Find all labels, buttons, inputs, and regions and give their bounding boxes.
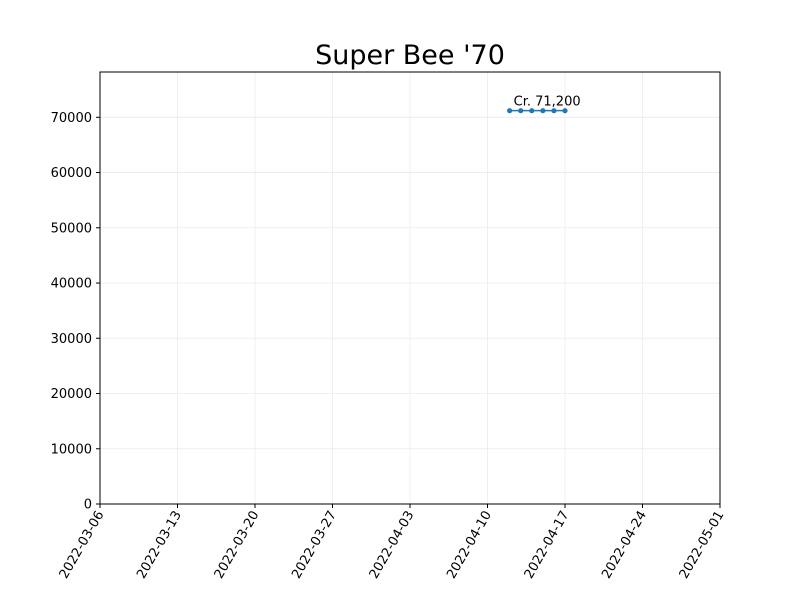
x-tick-label: 2022-04-24 (599, 509, 650, 582)
y-tick-label: 30000 (51, 332, 92, 347)
data-point (518, 108, 524, 114)
data-label: Cr. 71,200 (514, 95, 581, 110)
x-tick-label: 2022-04-03 (367, 509, 418, 582)
x-tick-label: 2022-04-17 (522, 509, 573, 582)
annotation-layer: Cr. 71,200 (514, 95, 581, 110)
axes: 0 10000 20000 30000 40000 50000 60000 70000 2022… (51, 71, 728, 582)
data-point (562, 108, 568, 114)
y-tick-label: 50000 (51, 221, 92, 236)
y-tick-label: 0 (84, 498, 92, 513)
data-point (529, 108, 535, 114)
data-point (507, 108, 513, 114)
chart-title: Super Bee '70 (315, 40, 505, 71)
x-tick-label: 2022-04-10 (444, 509, 495, 582)
y-tick-label: 40000 (51, 277, 92, 292)
series-layer (507, 108, 568, 114)
x-tick-label: 2022-05-01 (677, 509, 728, 582)
y-tick-label: 20000 (51, 387, 92, 402)
x-tick-label: 2022-03-27 (289, 509, 340, 582)
y-tick-label: 70000 (51, 111, 92, 126)
x-tick-label: 2022-03-20 (212, 509, 263, 582)
x-tick-label: 2022-03-06 (57, 509, 108, 582)
y-tick-label: 10000 (51, 442, 92, 457)
grid (99, 72, 721, 505)
data-point (540, 108, 546, 114)
x-tick-label: 2022-03-13 (134, 509, 185, 582)
data-point (551, 108, 557, 114)
y-tick-label: 60000 (51, 166, 92, 181)
